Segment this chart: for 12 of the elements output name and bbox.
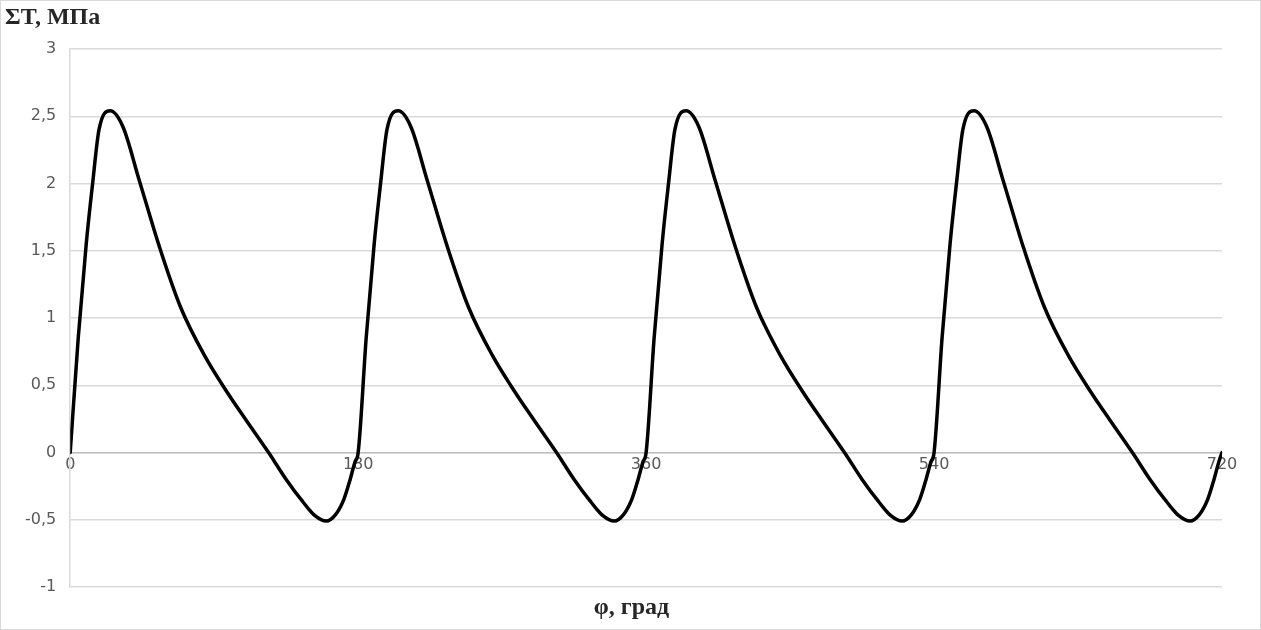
y-tick-label: 2 <box>46 172 57 192</box>
y-tick-label: -0,5 <box>25 508 57 528</box>
y-tick-label: -1 <box>40 576 57 596</box>
y-tick-label: 3 <box>46 38 57 58</box>
y-tick-label: 1,5 <box>30 239 57 259</box>
y-tick-label: 0,5 <box>30 374 57 394</box>
y-tick-label: 2,5 <box>30 105 57 125</box>
y-axis-title: ΣT, МПа <box>5 3 101 30</box>
y-tick-label: 0 <box>46 441 57 461</box>
y-tick-label: 1 <box>46 307 57 327</box>
x-tick-label: 0 <box>65 454 76 474</box>
x-axis-title: φ, град <box>593 593 670 619</box>
